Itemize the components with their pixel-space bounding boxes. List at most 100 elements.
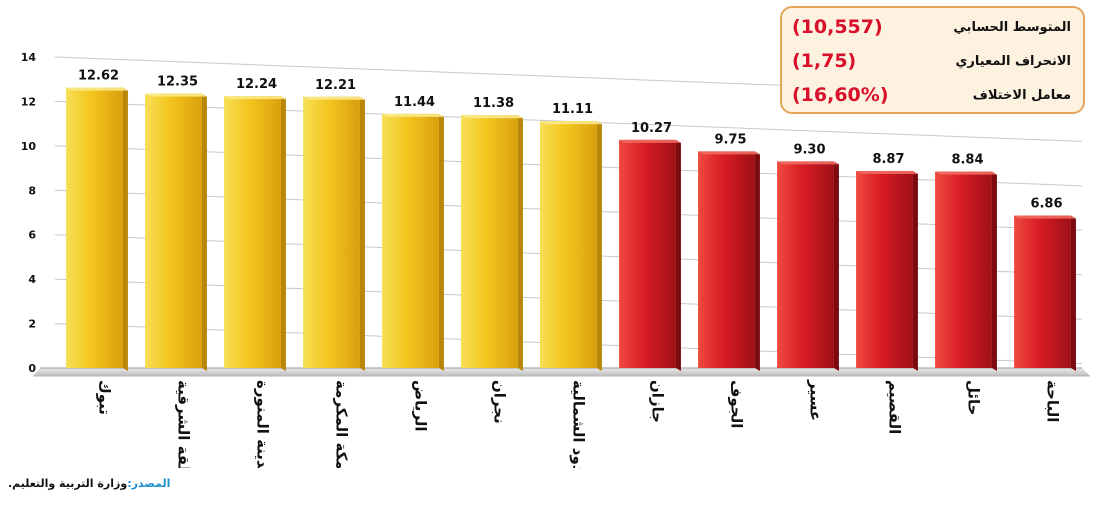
chart-floor (33, 367, 1090, 377)
bar (935, 171, 992, 368)
bar-group (382, 113, 444, 372)
bar-top (1014, 215, 1076, 219)
bar (303, 96, 360, 368)
bar (382, 113, 439, 369)
bar-group (777, 161, 839, 371)
bar-side (991, 171, 997, 371)
y-tick-label: 4 (28, 273, 36, 286)
y-tick-label: 6 (28, 229, 36, 242)
bar-side (1070, 215, 1076, 371)
category-label: حائل (965, 380, 983, 415)
bar-top (66, 87, 128, 91)
y-axis-ticks: 0 2 4 6 8 10 12 14 (21, 51, 37, 375)
source-note: المصدر:وزارة التربية والتعليم. (8, 477, 170, 490)
y-tick-label: 2 (28, 318, 36, 331)
data-label: 11.38 (473, 96, 514, 111)
bars (66, 87, 1076, 372)
bar (856, 170, 913, 368)
bar-top (461, 115, 523, 119)
bar-group (303, 96, 365, 371)
bar-side (675, 139, 681, 371)
category-label: الرياض (412, 380, 430, 432)
y-tick-label: 12 (21, 95, 36, 108)
bar-group (224, 96, 286, 372)
bar (66, 87, 123, 369)
category-label: نجران (491, 380, 509, 424)
category-label: المدينة المنورة (254, 380, 272, 470)
data-label: 9.75 (714, 132, 746, 147)
stat-label: المتوسط الحسابي (953, 19, 1071, 35)
data-label: 9.30 (793, 142, 825, 157)
bar-side (833, 161, 839, 371)
bar-group (540, 121, 602, 372)
bar-top (224, 96, 286, 100)
category-label: المنطقة الشرقية (175, 380, 193, 470)
bar (145, 93, 202, 369)
bar (461, 115, 518, 368)
bar-side (280, 96, 286, 372)
category-label: القصيم (886, 380, 904, 434)
bar-side (517, 115, 523, 371)
bar-top (303, 96, 365, 100)
data-label: 12.21 (315, 78, 356, 93)
floor-surface (33, 368, 1090, 376)
bar-side (596, 121, 602, 372)
data-label: 11.11 (552, 102, 593, 117)
stat-value: (1,75) (792, 50, 857, 72)
bar-group (66, 87, 128, 372)
bar (540, 121, 597, 369)
category-label: جازان (649, 380, 667, 423)
y-tick-label: 14 (21, 51, 37, 64)
data-label: 10.27 (631, 121, 672, 136)
bar-chart: 0 2 4 6 8 10 12 14 12.62 12.35 12.24 12.21 11.44 11.… (21, 51, 1090, 470)
category-label: الباحة (1044, 380, 1062, 422)
data-label: 12.35 (157, 75, 198, 90)
stat-value: (16,60%) (792, 84, 889, 106)
source-text: وزارة التربية والتعليم. (8, 477, 128, 490)
bar-top (540, 121, 602, 125)
bar-top (145, 93, 207, 97)
category-label: عسير (807, 379, 825, 421)
bar-side (438, 113, 444, 372)
bar-top (382, 113, 444, 117)
bar (224, 96, 281, 369)
data-label: 8.87 (872, 152, 904, 167)
value-labels: 12.62 12.35 12.24 12.21 11.44 11.38 11.11 10.27… (78, 69, 1063, 212)
data-label: 12.24 (236, 77, 277, 92)
bar-group (1014, 215, 1076, 371)
bar-side (122, 87, 128, 372)
bar-group (145, 93, 207, 372)
statistics-box: (10,557) المتوسط الحسابي (1,75) الانحراف… (780, 6, 1085, 114)
bar-group (856, 170, 918, 371)
y-tick-label: 0 (28, 362, 36, 375)
data-label: 8.84 (951, 153, 983, 168)
stat-row-mean: (10,557) المتوسط الحسابي (792, 12, 1071, 42)
stat-row-std-dev: (1,75) الانحراف المعياري (792, 46, 1071, 76)
bar (698, 151, 755, 368)
bar-group (461, 115, 523, 371)
y-tick-label: 10 (21, 140, 37, 153)
data-label: 12.62 (78, 69, 119, 84)
stat-label: الانحراف المعياري (955, 53, 1071, 69)
bar-side (754, 151, 760, 371)
bar-side (359, 96, 365, 371)
y-tick-label: 8 (28, 184, 36, 197)
stat-value: (10,557) (792, 16, 883, 38)
category-label: الجوف (728, 380, 746, 428)
bar (619, 139, 676, 368)
bar-side (201, 93, 207, 372)
category-label: الحدود الشمالية (570, 380, 588, 470)
source-label: المصدر: (127, 477, 171, 490)
bar (1014, 215, 1071, 368)
bar-top (619, 139, 681, 143)
category-labels: تبوك المنطقة الشرقية المدينة المنورة مكة ال… (96, 379, 1062, 470)
footer-band (0, 468, 1101, 505)
bar-side (912, 170, 918, 371)
data-label: 6.86 (1030, 197, 1062, 212)
bar-group (698, 151, 760, 371)
stat-label: معامل الاختلاف (972, 87, 1071, 103)
bar-top (777, 161, 839, 165)
data-label: 11.44 (394, 95, 435, 110)
bar-group (619, 139, 681, 371)
category-label: تبوك (96, 380, 114, 415)
